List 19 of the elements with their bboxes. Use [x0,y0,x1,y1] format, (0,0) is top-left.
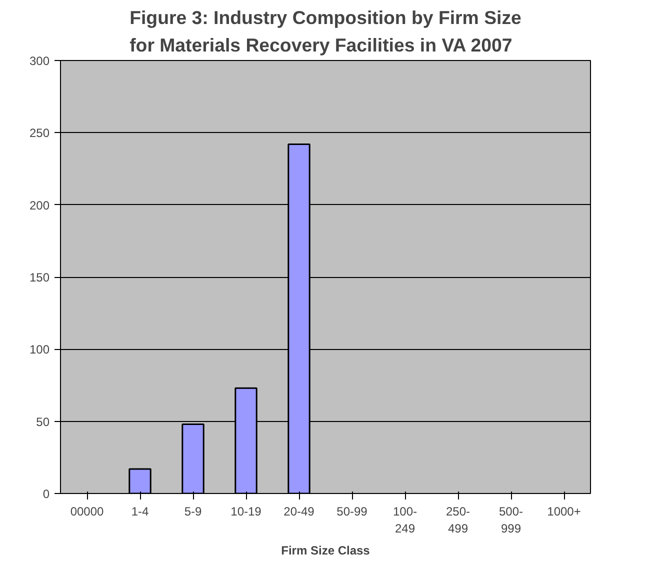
y-tick-label: 300 [29,54,50,68]
x-tick-label: 100-249 [392,504,418,536]
x-tick-label: 50-99 [336,504,368,518]
x-tick-label: 10-19 [230,504,262,518]
x-tick-label: 1-4 [131,504,149,518]
y-tick-label: 250 [29,126,50,140]
y-tick-label: 150 [29,270,50,284]
y-tick-label: 0 [42,487,50,501]
x-tick-label: 00000 [70,504,104,518]
y-tick-label: 200 [29,198,50,212]
chart-title: Figure 3: Industry Composition by Firm Size for Materials Recovery Facilities in VA 2007 [130,7,522,56]
x-axis-title: Firm Size Class [281,543,370,558]
x-tick-label: 500-999 [498,504,524,536]
y-tick-label: 50 [36,414,50,429]
x-tick-label: 5-9 [184,504,202,518]
x-tick-label: 250-499 [446,504,470,536]
y-tick-label: 100 [29,342,50,357]
x-tick-label: 1000+ [547,504,581,518]
x-tick-label: 20-49 [284,504,315,518]
